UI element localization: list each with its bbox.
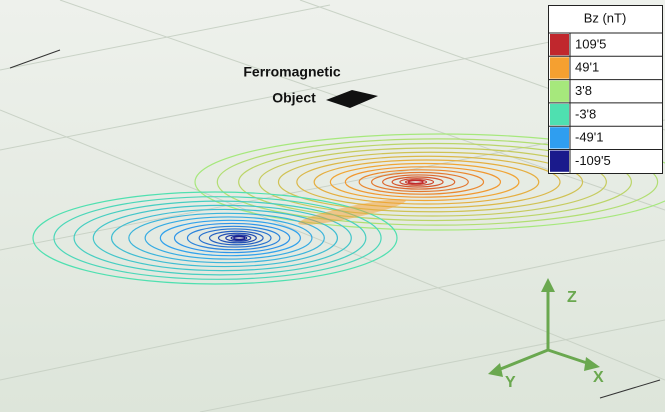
legend-swatch (550, 104, 569, 125)
axis-label: X (593, 369, 604, 386)
legend-label: 49'1 (575, 60, 599, 75)
legend-swatch (550, 34, 569, 55)
legend-label: -109'5 (575, 153, 611, 168)
axis-label: Z (567, 289, 577, 306)
legend-swatch (550, 57, 569, 78)
legend-swatch (550, 81, 569, 102)
scene: Ferromagnetic Object Z X Y Bz (nT) 109'5… (0, 0, 665, 412)
legend-swatch (550, 151, 569, 172)
legend-label: 109'5 (575, 36, 606, 51)
legend-label: 3'8 (575, 83, 592, 98)
annotation: Object (272, 90, 316, 106)
axis-label: Y (505, 374, 516, 391)
legend: Bz (nT) 109'5 49'1 3'8 -3'8 -49'1 -109'5 (549, 6, 663, 174)
legend-swatch (550, 127, 569, 148)
legend-label: -3'8 (575, 106, 596, 121)
legend-title: Bz (nT) (584, 10, 627, 25)
legend-label: -49'1 (575, 130, 604, 145)
page: Ferromagnetic Object Z X Y Bz (nT) 109'5… (0, 0, 665, 412)
annotation: Ferromagnetic (243, 64, 340, 80)
